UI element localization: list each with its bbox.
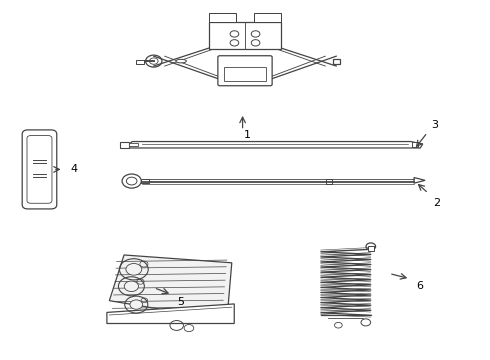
- Text: 3: 3: [431, 120, 439, 130]
- Polygon shape: [107, 304, 234, 324]
- Text: 6: 6: [416, 280, 423, 291]
- Bar: [254, 13, 281, 22]
- Bar: [333, 59, 340, 64]
- FancyBboxPatch shape: [27, 136, 52, 203]
- Circle shape: [124, 281, 139, 292]
- Bar: [412, 141, 418, 147]
- Bar: [223, 67, 267, 81]
- Text: 2: 2: [433, 198, 441, 208]
- Bar: [209, 13, 236, 22]
- Bar: [368, 246, 374, 251]
- FancyBboxPatch shape: [22, 130, 57, 209]
- Bar: [326, 179, 332, 184]
- FancyBboxPatch shape: [218, 56, 272, 86]
- Bar: [120, 142, 129, 148]
- Polygon shape: [125, 141, 423, 148]
- Circle shape: [130, 300, 143, 309]
- Ellipse shape: [176, 59, 186, 63]
- Polygon shape: [109, 255, 232, 320]
- Text: 5: 5: [177, 297, 184, 307]
- Text: 1: 1: [244, 130, 251, 140]
- Bar: [141, 179, 149, 183]
- Bar: [129, 143, 138, 146]
- Bar: [209, 22, 281, 49]
- Text: 4: 4: [70, 165, 77, 174]
- Circle shape: [126, 264, 142, 275]
- Polygon shape: [414, 177, 425, 183]
- Bar: [136, 60, 144, 64]
